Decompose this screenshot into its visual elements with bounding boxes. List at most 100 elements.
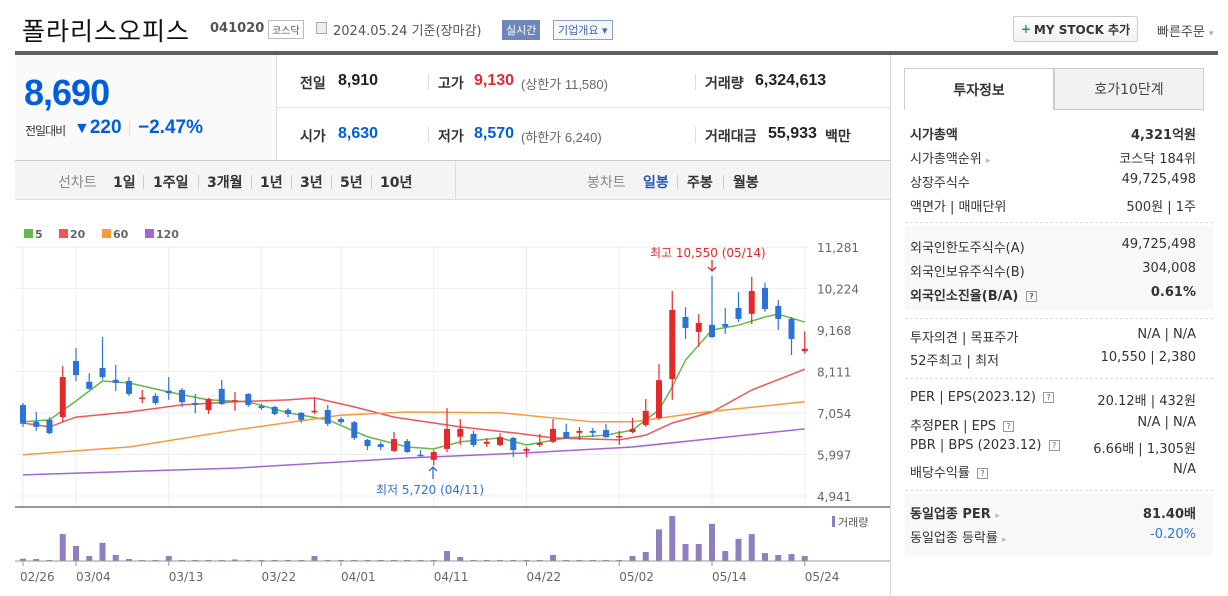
- separator: [143, 175, 144, 189]
- separator: [723, 175, 724, 189]
- volume-bar: [483, 559, 490, 561]
- info-row-label: 액면가 | 매매단위: [910, 200, 1007, 215]
- help-icon[interactable]: ?: [1043, 392, 1055, 403]
- volume-bar: [576, 559, 583, 561]
- volume-bar: [73, 545, 79, 561]
- ma-legend-swatch: [24, 229, 33, 238]
- volume-bar: [417, 559, 424, 561]
- candle: [218, 379, 225, 405]
- candle-body: [457, 428, 464, 437]
- candle-body: [86, 381, 93, 389]
- tab-invest-info[interactable]: 투자정보: [904, 68, 1054, 110]
- candle-body: [510, 437, 517, 451]
- tab-10year[interactable]: 10년: [380, 175, 413, 191]
- candle-body: [629, 428, 636, 433]
- candle: [59, 366, 66, 423]
- candle-body: [470, 433, 477, 445]
- candle-body: [179, 389, 185, 403]
- candle-body: [722, 324, 729, 327]
- chevron-right-icon: ▸: [1002, 535, 1007, 545]
- separator: [428, 74, 429, 90]
- candle: [298, 411, 305, 423]
- candle: [205, 397, 212, 414]
- quick-order-dropdown[interactable]: 빠른주문 ▾: [1157, 21, 1214, 40]
- tab-order-book[interactable]: 호가10단계: [1054, 68, 1204, 110]
- volume-bar: [470, 559, 477, 561]
- info-row-value: 49,725,498: [1121, 172, 1196, 187]
- candle: [99, 336, 106, 380]
- low-annotation: 최저 5,720 (04/11): [376, 483, 484, 497]
- tab-3month[interactable]: 3개월: [207, 175, 243, 191]
- candle-body: [245, 393, 252, 405]
- amount-unit: 백만: [825, 129, 851, 145]
- volume-bar: [192, 559, 199, 561]
- separator: [129, 121, 130, 137]
- volume-bar: [550, 554, 556, 561]
- candle: [404, 439, 411, 453]
- volume-bar: [695, 543, 702, 561]
- volume-bar: [682, 543, 689, 561]
- candle: [139, 389, 146, 403]
- volume-bar: [735, 538, 742, 561]
- tab-monthly[interactable]: 월봉: [733, 175, 759, 191]
- volume-bar: [656, 529, 662, 561]
- candle-body: [20, 404, 26, 424]
- volume-bar: [139, 559, 146, 561]
- tab-1year[interactable]: 1년: [260, 175, 283, 191]
- volume-bar: [364, 559, 371, 561]
- candle: [788, 316, 795, 356]
- tab-weekly[interactable]: 주봉: [687, 175, 713, 191]
- x-tick-label: 04/11: [434, 570, 469, 584]
- candle: [192, 393, 199, 414]
- volume-bar: [748, 534, 755, 561]
- info-row-label[interactable]: 동일업종 PER ▸: [910, 507, 1000, 522]
- info-row-value: 10,550 | 2,380: [1100, 350, 1196, 365]
- candle-body: [205, 399, 212, 411]
- volume-bar: [59, 534, 66, 561]
- separator: [291, 175, 292, 189]
- volume-bar: [563, 559, 570, 561]
- volume-bar: [391, 559, 397, 561]
- candle: [682, 307, 689, 339]
- candle: [112, 364, 119, 392]
- tab-5year[interactable]: 5년: [340, 175, 363, 191]
- volume-bar: [589, 559, 596, 561]
- volume-bar: [205, 559, 212, 561]
- help-icon[interactable]: ?: [1048, 440, 1060, 451]
- info-row-value: 6.66배 | 1,305원: [1093, 442, 1196, 457]
- candle: [46, 417, 53, 434]
- chart-tab-bar: [15, 160, 890, 200]
- help-icon[interactable]: ?: [976, 468, 988, 479]
- info-row-label[interactable]: 시가총액순위 ▸: [910, 152, 991, 167]
- help-icon[interactable]: ?: [1025, 291, 1037, 302]
- info-row-label[interactable]: 동일업종 등락률 ▸: [910, 531, 1007, 546]
- row-divider: [277, 107, 890, 108]
- separator: [677, 175, 678, 189]
- section-background: [905, 494, 1213, 555]
- candle: [271, 406, 278, 416]
- price-chart[interactable]: 5 20 60 120 11,281 10,224 9,168 8,111 7,054 5,99…: [15, 200, 890, 596]
- company-overview-dropdown[interactable]: 기업개요 ▾: [553, 20, 613, 40]
- candle-body: [73, 360, 79, 376]
- x-tick-label: 05/14: [712, 570, 747, 584]
- prev-label: 전일: [300, 76, 326, 92]
- candle-body: [351, 422, 358, 438]
- tab-1week[interactable]: 1주일: [153, 175, 189, 191]
- volume-bar: [669, 515, 676, 561]
- candle-body: [801, 348, 808, 352]
- section-divider: [905, 222, 1213, 223]
- tab-daily[interactable]: 일봉: [643, 175, 669, 191]
- candle: [377, 441, 384, 451]
- tab-3year[interactable]: 3년: [300, 175, 323, 191]
- candle-body: [391, 439, 397, 451]
- realtime-button[interactable]: 실시간: [502, 20, 541, 40]
- candle: [338, 417, 344, 425]
- candle: [656, 364, 662, 420]
- candles: [20, 275, 808, 466]
- candle-body: [152, 395, 159, 403]
- candle-body: [404, 441, 411, 453]
- add-my-stock-button[interactable]: + MY STOCK 추가: [1013, 16, 1138, 42]
- tab-1day[interactable]: 1일: [113, 175, 136, 191]
- candle-chart-label: 봉차트: [587, 175, 626, 191]
- help-icon[interactable]: ?: [1003, 421, 1015, 432]
